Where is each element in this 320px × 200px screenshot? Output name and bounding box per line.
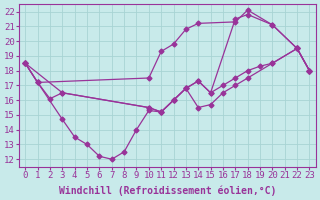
X-axis label: Windchill (Refroidissement éolien,°C): Windchill (Refroidissement éolien,°C) xyxy=(59,185,276,196)
